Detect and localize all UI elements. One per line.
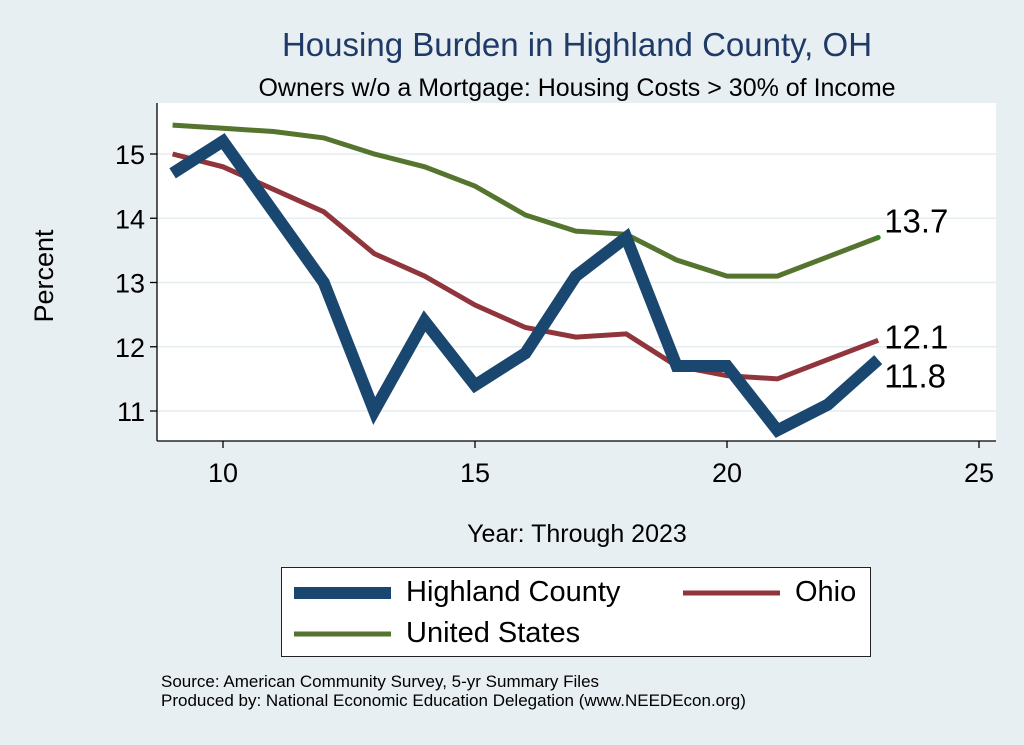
legend: Highland County Ohio United States	[281, 567, 871, 657]
series-ohio-line	[171, 151, 880, 382]
legend-swatch-highland	[294, 587, 391, 599]
y-tick-label: 15	[115, 140, 145, 170]
end-label-ohio: 12.1	[884, 318, 948, 355]
x-axis-title: Year: Through 2023	[467, 520, 687, 548]
end-label-united-states: 13.7	[884, 203, 948, 240]
y-tick-label: 11	[117, 397, 145, 427]
y-tick-label: 12	[115, 333, 145, 363]
end-label-highland-county: 11.8	[884, 358, 946, 395]
legend-label-us: United States	[406, 617, 581, 649]
y-tick-label: 13	[115, 269, 145, 299]
x-tick-label: 15	[460, 458, 490, 488]
x-tick-label: 20	[712, 458, 742, 488]
y-tick-label: 14	[115, 204, 145, 234]
legend-label-highland: Highland County	[406, 576, 621, 608]
source-line-1: Source: American Community Survey, 5-yr …	[161, 672, 600, 691]
legend-swatch-us	[294, 631, 391, 637]
series-highland-line	[169, 133, 883, 438]
y-axis-title: Percent	[29, 229, 59, 323]
chart-subtitle: Owners w/o a Mortgage: Housing Costs > 3…	[258, 74, 896, 102]
series-us-endpoint	[875, 235, 881, 241]
legend-swatch-ohio	[683, 590, 780, 596]
x-tick-label: 25	[964, 458, 994, 488]
x-tick-label: 10	[208, 458, 238, 488]
source-line-2: Produced by: National Economic Education…	[161, 691, 746, 710]
series-us-line	[172, 122, 880, 279]
source-note: Source: American Community Survey, 5-yr …	[161, 672, 746, 710]
legend-label-ohio: Ohio	[795, 576, 857, 608]
chart-title: Housing Burden in Highland County, OH	[281, 26, 873, 63]
